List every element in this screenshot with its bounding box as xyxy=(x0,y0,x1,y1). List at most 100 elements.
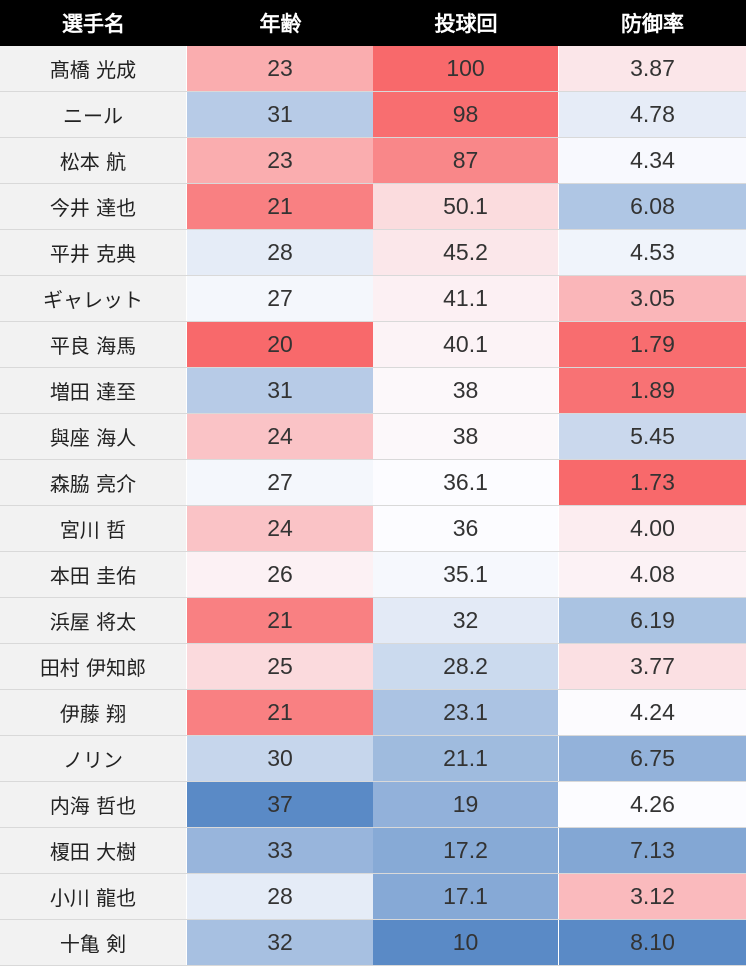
innings-cell: 17.1 xyxy=(373,874,558,919)
player-name-cell: 與座 海人 xyxy=(0,414,186,459)
innings-cell: 38 xyxy=(373,368,558,413)
age-cell: 30 xyxy=(187,736,373,781)
row-divider xyxy=(0,735,746,736)
innings-cell: 87 xyxy=(373,138,558,183)
row-divider xyxy=(0,229,746,230)
row-divider xyxy=(0,689,746,690)
age-cell: 23 xyxy=(187,138,373,183)
innings-cell: 45.2 xyxy=(373,230,558,275)
player-name-cell: 伊藤 翔 xyxy=(0,690,186,735)
innings-cell: 35.1 xyxy=(373,552,558,597)
player-name-cell: ギャレット xyxy=(0,276,186,321)
era-cell: 6.08 xyxy=(559,184,746,229)
innings-cell: 36 xyxy=(373,506,558,551)
row-divider xyxy=(0,413,746,414)
age-cell: 21 xyxy=(187,690,373,735)
era-cell: 4.78 xyxy=(559,92,746,137)
player-name-cell: ニール xyxy=(0,92,186,137)
age-cell: 21 xyxy=(187,598,373,643)
innings-cell: 32 xyxy=(373,598,558,643)
player-name-cell: 本田 圭佑 xyxy=(0,552,186,597)
player-name-cell: 平井 克典 xyxy=(0,230,186,275)
age-cell: 26 xyxy=(187,552,373,597)
row-divider xyxy=(0,505,746,506)
row-divider xyxy=(0,643,746,644)
era-cell: 6.19 xyxy=(559,598,746,643)
innings-cell: 23.1 xyxy=(373,690,558,735)
row-divider xyxy=(0,781,746,782)
age-cell: 23 xyxy=(187,46,373,91)
age-cell: 31 xyxy=(187,368,373,413)
innings-cell: 98 xyxy=(373,92,558,137)
player-name-cell: 宮川 哲 xyxy=(0,506,186,551)
player-name-cell: 増田 達至 xyxy=(0,368,186,413)
innings-cell: 10 xyxy=(373,920,558,965)
row-divider xyxy=(0,91,746,92)
innings-cell: 36.1 xyxy=(373,460,558,505)
age-cell: 37 xyxy=(187,782,373,827)
row-divider xyxy=(0,183,746,184)
era-cell: 4.34 xyxy=(559,138,746,183)
innings-cell: 21.1 xyxy=(373,736,558,781)
age-cell: 28 xyxy=(187,230,373,275)
age-cell: 20 xyxy=(187,322,373,367)
age-cell: 31 xyxy=(187,92,373,137)
innings-cell: 41.1 xyxy=(373,276,558,321)
era-cell: 1.73 xyxy=(559,460,746,505)
era-cell: 3.77 xyxy=(559,644,746,689)
row-divider xyxy=(0,275,746,276)
age-cell: 21 xyxy=(187,184,373,229)
era-cell: 3.87 xyxy=(559,46,746,91)
player-name-cell: 内海 哲也 xyxy=(0,782,186,827)
player-name-cell: 森脇 亮介 xyxy=(0,460,186,505)
era-cell: 1.89 xyxy=(559,368,746,413)
header-name: 選手名 xyxy=(0,0,187,46)
era-cell: 4.24 xyxy=(559,690,746,735)
era-cell: 4.26 xyxy=(559,782,746,827)
player-name-cell: 十亀 剣 xyxy=(0,920,186,965)
era-cell: 4.53 xyxy=(559,230,746,275)
player-name-cell: 今井 達也 xyxy=(0,184,186,229)
innings-cell: 19 xyxy=(373,782,558,827)
player-name-cell: 髙橋 光成 xyxy=(0,46,186,91)
innings-cell: 38 xyxy=(373,414,558,459)
innings-cell: 40.1 xyxy=(373,322,558,367)
header-innings: 投球回 xyxy=(373,0,559,46)
age-cell: 24 xyxy=(187,506,373,551)
row-divider xyxy=(0,827,746,828)
row-divider xyxy=(0,919,746,920)
player-name-cell: 榎田 大樹 xyxy=(0,828,186,873)
player-name-cell: 田村 伊知郎 xyxy=(0,644,186,689)
innings-cell: 100 xyxy=(373,46,558,91)
era-cell: 6.75 xyxy=(559,736,746,781)
age-cell: 24 xyxy=(187,414,373,459)
header-age: 年齢 xyxy=(187,0,374,46)
age-cell: 28 xyxy=(187,874,373,919)
innings-cell: 28.2 xyxy=(373,644,558,689)
player-name-cell: 平良 海馬 xyxy=(0,322,186,367)
row-divider xyxy=(0,965,746,966)
era-cell: 4.08 xyxy=(559,552,746,597)
era-cell: 4.00 xyxy=(559,506,746,551)
row-divider xyxy=(0,321,746,322)
player-name-cell: ノリン xyxy=(0,736,186,781)
era-cell: 3.05 xyxy=(559,276,746,321)
row-divider xyxy=(0,137,746,138)
row-divider xyxy=(0,873,746,874)
player-name-cell: 小川 龍也 xyxy=(0,874,186,919)
era-cell: 8.10 xyxy=(559,920,746,965)
era-cell: 1.79 xyxy=(559,322,746,367)
header-era: 防御率 xyxy=(559,0,746,46)
era-cell: 7.13 xyxy=(559,828,746,873)
innings-cell: 50.1 xyxy=(373,184,558,229)
row-divider xyxy=(0,367,746,368)
innings-cell: 17.2 xyxy=(373,828,558,873)
player-name-cell: 浜屋 将太 xyxy=(0,598,186,643)
age-cell: 32 xyxy=(187,920,373,965)
era-cell: 5.45 xyxy=(559,414,746,459)
row-divider xyxy=(0,597,746,598)
row-divider xyxy=(0,551,746,552)
age-cell: 27 xyxy=(187,276,373,321)
age-cell: 27 xyxy=(187,460,373,505)
